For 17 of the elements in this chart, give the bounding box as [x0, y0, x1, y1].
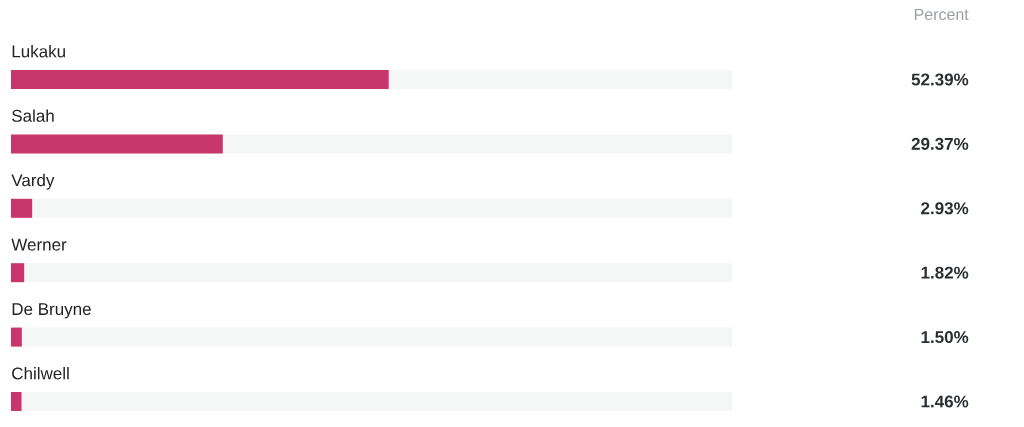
- y-tick-label: Vardy: [11, 173, 55, 190]
- data-label: 52.39%: [911, 73, 969, 86]
- data-label: 1.50%: [921, 331, 969, 344]
- data-label: 29.37%: [911, 137, 969, 150]
- y-tick-label: Salah: [12, 109, 54, 122]
- bar: [11, 263, 25, 283]
- data-label: 1.82%: [921, 266, 969, 279]
- data-label: 1.46%: [921, 395, 969, 408]
- y-tick-label: Chilwell: [12, 366, 69, 380]
- text: Percent: [914, 8, 969, 21]
- data-label: 2.93%: [921, 202, 969, 215]
- bar: [11, 198, 33, 218]
- y-tick-label: De Bruyne: [12, 303, 91, 319]
- y-tick-label: Lukaku: [12, 44, 65, 58]
- y-tick-label: Werner: [11, 238, 67, 251]
- bar: [11, 391, 22, 411]
- bar: [11, 327, 22, 347]
